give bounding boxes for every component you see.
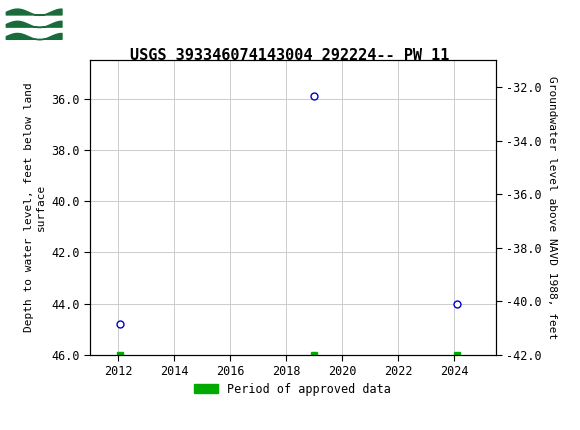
Y-axis label: Groundwater level above NAVD 1988, feet: Groundwater level above NAVD 1988, feet	[548, 76, 557, 339]
Text: USGS 393346074143004 292224-- PW 11: USGS 393346074143004 292224-- PW 11	[130, 48, 450, 62]
Y-axis label: Depth to water level, feet below land
surface: Depth to water level, feet below land su…	[24, 83, 45, 332]
FancyBboxPatch shape	[5, 3, 63, 42]
Text: USGS: USGS	[71, 13, 131, 32]
Legend: Period of approved data: Period of approved data	[190, 378, 396, 400]
